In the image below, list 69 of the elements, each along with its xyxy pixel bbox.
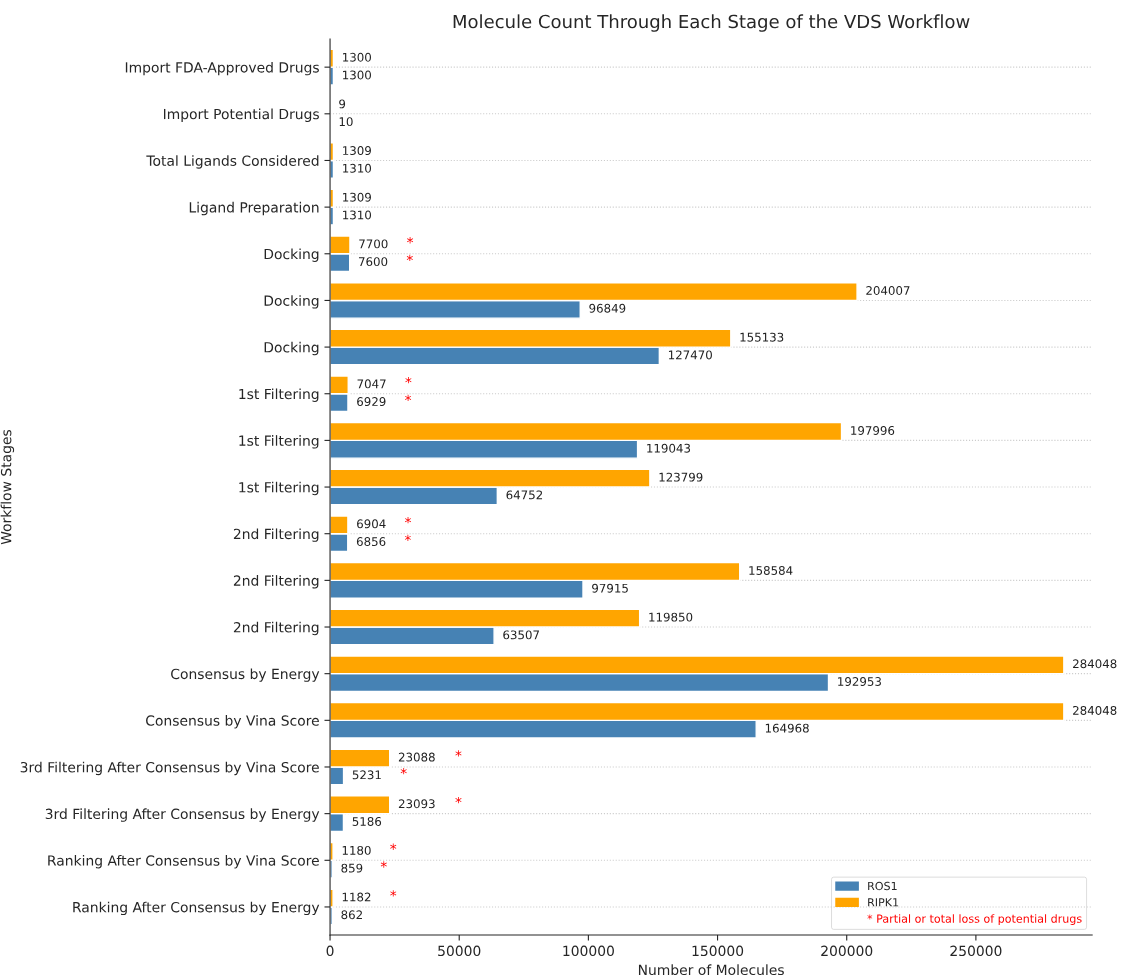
text: 7600 * [358,254,413,267]
text: 6929 * [357,394,412,407]
data-label: 158584 [749,565,793,575]
data-label: 64752 [506,490,543,500]
y-tick-label: Docking [264,341,319,356]
y-tick-label: 3rd Filtering After Consensus by Vina Score [20,761,319,776]
legend-label: ROS1 [868,881,897,891]
data-label: 1310 [343,163,372,173]
data-label: 192953 [838,677,881,686]
data-label: 1309 [343,146,371,156]
y-tick-label: 2nd Filtering [233,528,319,542]
text: 1182 * [342,890,397,902]
data-label: 1300 [343,52,371,62]
data-label: 1310 [343,210,372,220]
data-label: 123799 [659,472,703,482]
data-label: 97915 [592,583,628,593]
annotation: * Partial or total loss of potential drugs [867,914,1082,925]
data-label: 164968 [765,723,809,733]
y-tick-label: 3rd Filtering After Consensus by Energy [45,808,320,822]
data-label: 204007 [866,286,910,295]
text: 6856 * [356,534,411,546]
data-label: 119850 [649,612,693,622]
x-tick-label: 200000 [821,945,873,957]
y-tick-label: Ranking After Consensus by Energy [73,901,320,916]
data-label: 284048 [1073,659,1117,669]
y-tick-label: 1st Filtering [239,388,319,402]
y-tick-label: 2nd Filtering [233,575,319,589]
data-label: 1300 [343,70,371,80]
y-tick-label: Import Potential Drugs [163,108,319,122]
data-label: 1309 [343,192,371,202]
data-label: 197996 [851,426,895,435]
text: 1180 * [342,843,397,855]
y-axis-title: Workflow Stages [0,429,15,545]
y-tick-label: Import FDA-Approved Drugs [125,61,319,76]
data-label: 155133 [740,332,784,342]
x-tick-label: 100000 [563,945,614,957]
text: 23088 * [398,750,462,762]
x-axis-title: Number of Molecules [638,964,784,976]
text: 23093 * [398,796,462,809]
y-tick-label: Docking [264,295,319,309]
text: 5231 * [352,767,407,780]
y-tick-label: Ranking After Consensus by Vina Score [48,855,319,869]
chart-title: Molecule Count Through Each Stage of the VDS Workflow [453,14,970,32]
x-tick-label: 150000 [692,945,744,957]
data-label: 96849 [589,303,626,313]
data-label: 862 [341,910,362,920]
data-label: 284048 [1073,705,1117,715]
data-label: 63507 [503,630,539,640]
data-label: 119043 [647,443,691,453]
y-tick-label: Total Ligands Considered [146,155,319,169]
data-label: 10 [339,117,353,127]
y-tick-label: 2nd Filtering [233,621,319,636]
data-label: 127470 [668,350,712,360]
y-tick-label: Consensus by Vina Score [146,715,319,729]
data-label: 5186 [352,817,382,826]
data-label: 9 [339,99,346,109]
y-tick-label: Docking [264,248,319,262]
text: 7700 * [359,237,414,249]
y-tick-label: Consensus by Energy [171,668,320,682]
y-tick-label: Ligand Preparation [189,201,319,216]
x-tick-label: 250000 [950,945,1002,957]
y-tick-label: 1st Filtering [239,481,319,496]
x-tick-label: 50000 [438,945,481,957]
y-tick-label: 1st Filtering [239,435,319,449]
legend-label: RIPK1 [868,898,899,907]
x-tick-label: 0 [326,945,334,957]
text: 859 * [341,861,387,873]
text: 6904 * [357,516,412,529]
text: 7047 * [357,377,412,389]
